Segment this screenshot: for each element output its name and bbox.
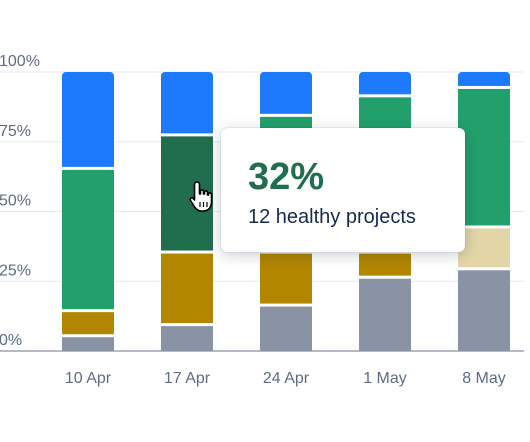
bar-segment[interactable] (359, 278, 411, 351)
bar-segment[interactable] (260, 306, 312, 351)
bar-segment[interactable] (62, 169, 114, 310)
bar-segment[interactable] (161, 253, 213, 324)
y-tick-label: 0% (0, 332, 22, 349)
bar-segment[interactable] (458, 270, 510, 351)
bar-segment[interactable] (260, 253, 312, 304)
y-tick-label: 100% (0, 53, 40, 70)
y-axis-ticks: 0% 25% 50% 75% 100% (0, 53, 40, 349)
x-tick-label: 24 Apr (263, 370, 310, 387)
bar-segment[interactable] (62, 72, 114, 167)
x-tick-label: 1 May (363, 370, 407, 387)
bar-segment[interactable] (359, 253, 411, 276)
tooltip: 32% 12 healthy projects (221, 128, 465, 252)
x-tick-label: 8 May (462, 370, 506, 387)
bar-segment[interactable] (458, 88, 510, 226)
bar-segment[interactable] (62, 337, 114, 351)
bar-segment[interactable] (260, 72, 312, 114)
y-tick-label: 75% (0, 123, 31, 140)
x-tick-label: 10 Apr (65, 370, 112, 387)
bar-segment[interactable] (161, 72, 213, 134)
bar-segment[interactable] (458, 72, 510, 86)
bar-stack[interactable] (62, 72, 114, 351)
bar-segment[interactable] (62, 312, 114, 335)
tooltip-label: 12 healthy projects (248, 206, 416, 228)
y-tick-label: 25% (0, 262, 31, 279)
bar-segment[interactable] (161, 326, 213, 351)
y-tick-label: 50% (0, 193, 31, 210)
bar-segment[interactable] (359, 72, 411, 95)
x-axis-ticks: 10 Apr 17 Apr 24 Apr 1 May 8 May (65, 370, 506, 387)
tooltip-value: 32% (248, 156, 325, 198)
bar-stack[interactable] (458, 72, 510, 351)
x-tick-label: 17 Apr (164, 370, 211, 387)
bar-segment[interactable] (458, 228, 510, 268)
hand-pointer-cursor-icon (189, 181, 213, 212)
bar-stack[interactable] (161, 72, 213, 351)
